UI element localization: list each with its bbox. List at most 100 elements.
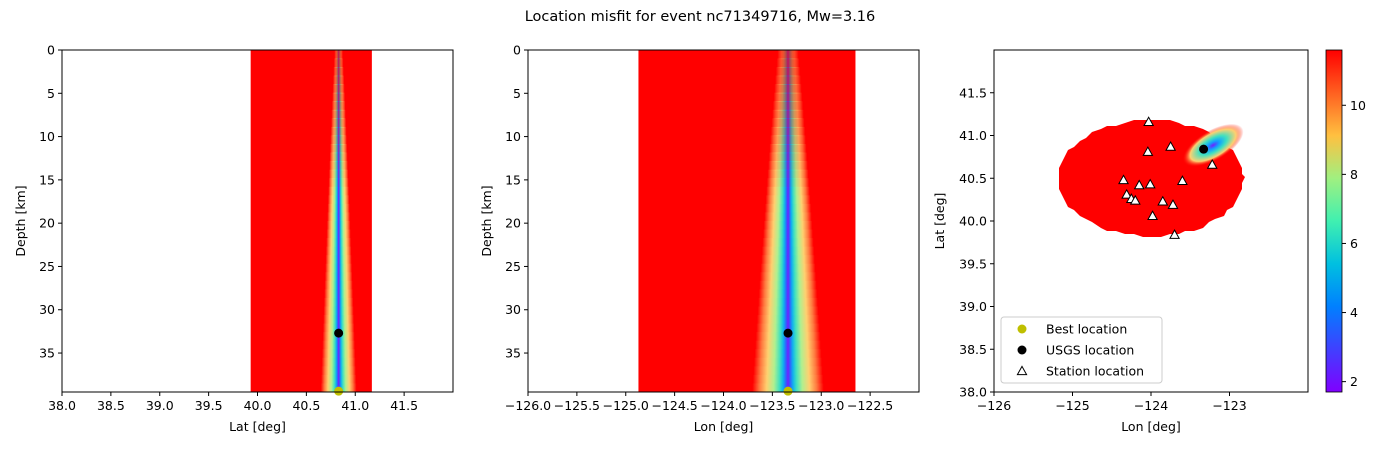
station-marker (1169, 229, 1180, 239)
y-tick-label: 15 (505, 172, 521, 187)
station-marker (1133, 179, 1145, 190)
misfit-valley-slice (333, 67, 344, 77)
misfit-valley-slice (325, 263, 352, 273)
legend-entry-label: USGS location (1046, 343, 1134, 358)
misfit-valley-slice (332, 84, 345, 94)
x-tick-label: 40.5 (292, 398, 320, 413)
y-tick-label: 5 (513, 86, 521, 101)
misfit-valley (1182, 123, 1244, 167)
x-tick-label: 38.5 (97, 398, 125, 413)
misfit-valley-slice (329, 161, 348, 171)
y-tick-label: 5 (47, 86, 55, 101)
y-tick-label: 25 (39, 259, 55, 274)
y-tick-label: 40.0 (959, 214, 987, 229)
x-tick-label: −125.5 (554, 398, 600, 413)
lat-depth-y-label: Depth [km] (13, 185, 28, 256)
misfit-valley (320, 50, 357, 392)
colorbar-tick-label: 6 (1350, 236, 1358, 251)
misfit-valley-slice (776, 58, 800, 68)
x-tick-label: −125.0 (603, 398, 649, 413)
misfit-valley-slice (328, 186, 349, 196)
misfit-region (638, 50, 856, 392)
misfit-valley-slice (322, 340, 355, 350)
y-tick-label: 39.0 (959, 299, 987, 314)
misfit-valley-slice (760, 272, 816, 282)
y-tick-label: 20 (505, 216, 521, 231)
misfit-valley-slice (754, 349, 822, 359)
y-tick-label: 39.5 (959, 256, 987, 271)
misfit-valley-slice (775, 67, 801, 77)
misfit-valley-slice (324, 280, 353, 290)
lat-depth-y-ticks: 0 5 10 15 20 25 30 35 (39, 43, 62, 361)
y-tick-label: 20 (39, 216, 55, 231)
misfit-valley-slice (323, 323, 355, 333)
x-tick-label: 41.0 (341, 398, 369, 413)
y-tick-label: 35 (39, 346, 55, 361)
misfit-valley-slice (757, 306, 819, 316)
colorbar-tick-label: 10 (1350, 98, 1366, 113)
colorbar-tick-label: 2 (1350, 374, 1358, 389)
legend-station-marker (1016, 365, 1028, 376)
colorbar-gradient (1325, 49, 1343, 393)
lon-depth-x-label: Lon [deg] (694, 419, 754, 434)
station-marker (1147, 210, 1159, 221)
lon-depth-panel: −126.0 −125.5 −125.0 −124.5 −124.0 −123.5 −123… (479, 43, 920, 434)
legend: Best location USGS location Station locati… (1000, 316, 1163, 384)
lon-lat-heatmap (1059, 120, 1245, 237)
misfit-valley-slice (324, 272, 353, 282)
y-tick-label: 38.0 (959, 385, 987, 400)
lat-depth-x-ticks: 38.0 38.5 39.0 39.5 40.0 40.5 41.0 41.5 (48, 392, 418, 413)
x-tick-label: 40.0 (244, 398, 272, 413)
x-tick-label: −123.5 (749, 398, 795, 413)
legend-entry-label: Best location (1046, 322, 1127, 337)
y-tick-label: 38.5 (959, 342, 987, 357)
misfit-valley-slice (756, 323, 820, 333)
lon-lat-x-label: Lon [deg] (1121, 419, 1181, 434)
lon-depth-markers (783, 328, 793, 396)
x-tick-label: 39.0 (146, 398, 174, 413)
legend-box (1000, 316, 1163, 384)
misfit-valley-slice (324, 289, 353, 299)
y-tick-label: 10 (39, 129, 55, 144)
misfit-valley-slice (768, 152, 808, 162)
legend-entry-label: Station location (1046, 364, 1144, 379)
misfit-valley-slice (763, 229, 813, 239)
misfit-valley-slice (326, 229, 351, 239)
usgs-location-marker (1199, 144, 1209, 154)
station-marker (1167, 199, 1179, 209)
figure-title: Location misfit for event nc71349716, Mw… (525, 9, 876, 25)
misfit-valley-slice (329, 169, 349, 179)
misfit-valley-slice (770, 135, 806, 145)
misfit-valley-slice (769, 144, 807, 154)
lon-lat-y-ticks: 38.0 38.5 39.0 39.5 40.0 40.5 41.0 41.5 (959, 85, 994, 400)
x-tick-label: 41.5 (390, 398, 418, 413)
x-tick-label: 39.5 (195, 398, 223, 413)
misfit-valley-slice (328, 178, 349, 188)
misfit-valley-slice (762, 238, 814, 248)
misfit-valley-slice (331, 109, 346, 119)
station-marker (1129, 194, 1141, 205)
misfit-valley-slice (325, 246, 352, 256)
misfit-valley-slice (764, 212, 812, 222)
misfit-valley-slice (334, 50, 343, 60)
misfit-valley (752, 50, 824, 392)
misfit-valley-slice (321, 357, 356, 367)
misfit-valley-slice (770, 126, 806, 137)
lat-depth-x-label: Lat [deg] (229, 419, 286, 434)
x-tick-label: −123 (1212, 398, 1246, 413)
lon-depth-x-ticks: −126.0 −125.5 −125.0 −124.5 −124.0 −123.5 −123… (505, 392, 893, 413)
misfit-valley-slice (763, 221, 813, 231)
y-tick-label: 15 (39, 172, 55, 187)
misfit-valley-slice (758, 289, 818, 299)
misfit-valley-slice (771, 118, 805, 128)
misfit-valley-slice (329, 152, 348, 162)
misfit-valley-slice (323, 315, 354, 325)
misfit-valley-slice (775, 75, 801, 85)
misfit-valley-slice (765, 203, 812, 214)
colorbar-tick-label: 8 (1350, 167, 1358, 182)
x-tick-label: −123.0 (798, 398, 844, 413)
station-marker (1118, 174, 1129, 185)
misfit-valley-slice (766, 178, 810, 188)
lat-depth-markers (334, 328, 344, 396)
misfit-valley-slice (322, 349, 356, 359)
